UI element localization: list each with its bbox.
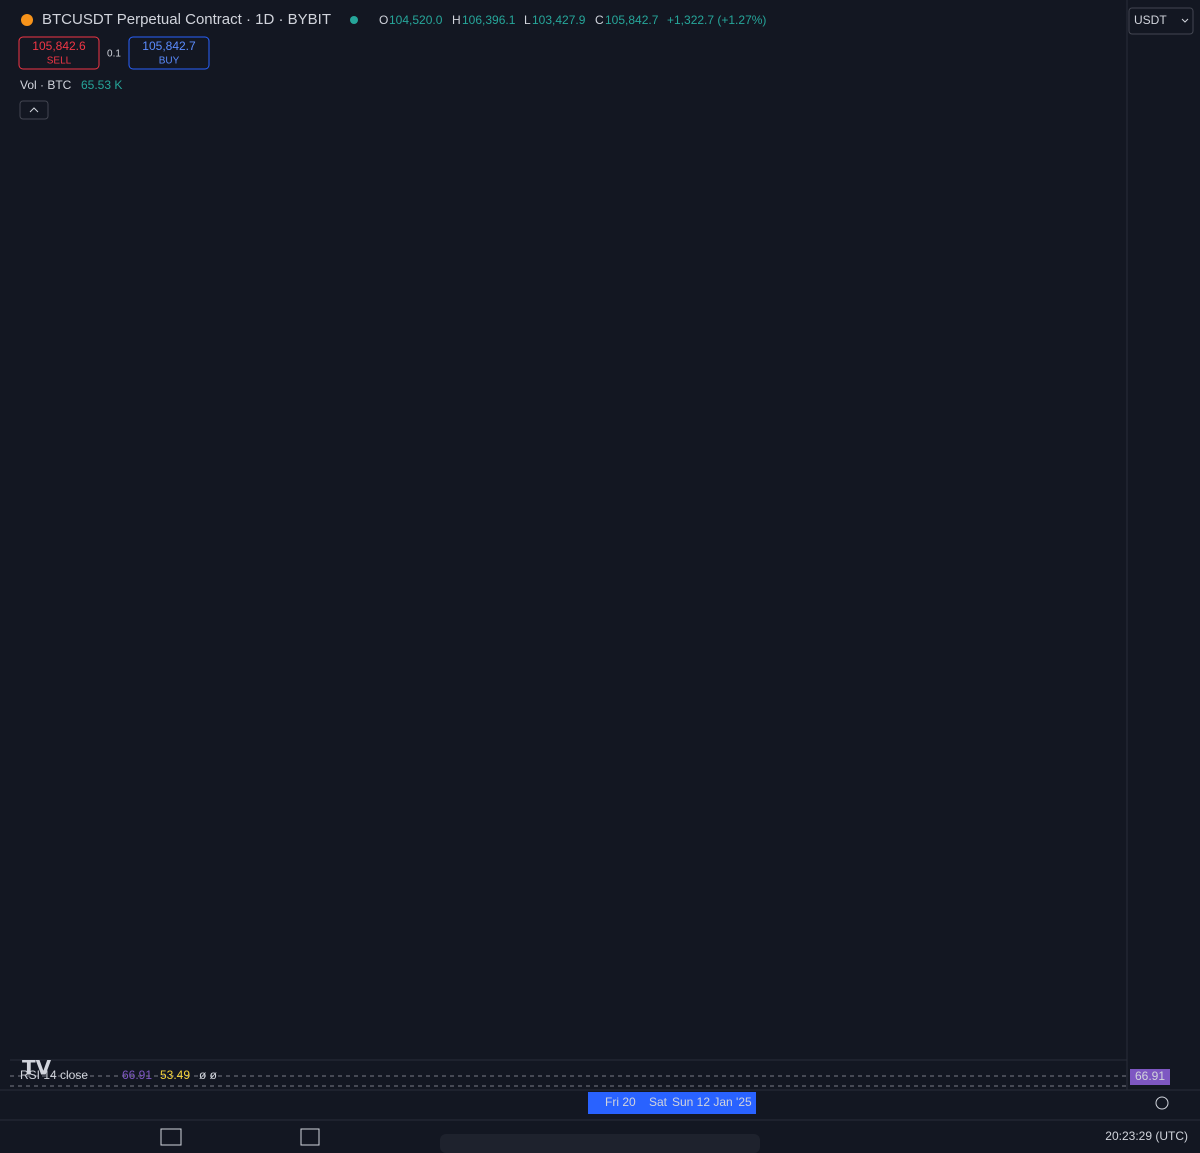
ohlc-label: C <box>595 13 604 27</box>
collapse-button[interactable] <box>19 100 49 120</box>
ohlc-value: 105,842.7 <box>605 13 659 27</box>
compare-icon[interactable] <box>160 1128 182 1146</box>
volume-legend: Vol · BTC <box>20 78 72 92</box>
tv-logo: 𝗧𝗩 <box>22 1057 52 1079</box>
ohlc-value: 103,427.9 <box>532 13 586 27</box>
chevron <box>1181 18 1189 23</box>
ohlc-value: 106,396.1 <box>462 13 516 27</box>
buy-label: BUY <box>159 56 180 67</box>
clock: 20:23:29 (UTC) <box>1105 1129 1188 1143</box>
price-axis <box>1127 0 1200 1090</box>
buy-price: 105,842.7 <box>142 39 196 53</box>
buy-button[interactable] <box>128 36 210 70</box>
rsi-value: ø ø <box>199 1068 218 1082</box>
settings-icon[interactable] <box>1155 1096 1169 1110</box>
rsi-axis-label: 66.91 <box>1135 1069 1165 1083</box>
sell-price: 105,842.6 <box>32 39 86 53</box>
date-range-icon[interactable] <box>300 1128 320 1146</box>
spread: 0.1 <box>107 49 121 60</box>
ohlc-change: +1,322.7 (+1.27%) <box>667 13 766 27</box>
sell-button[interactable] <box>18 36 100 70</box>
rsi-value: 53.49 <box>160 1068 190 1082</box>
rsi-legend: RSI 14 close <box>20 1068 88 1082</box>
drawing-toolbar <box>440 1134 760 1153</box>
chevron <box>29 107 39 113</box>
crosshair-label: Sat <box>649 1095 668 1109</box>
currency: USDT <box>1134 13 1167 27</box>
sell-label: SELL <box>47 56 72 67</box>
crosshair-tag <box>588 1092 756 1114</box>
ohlc-label: L <box>524 13 531 27</box>
currency-button[interactable] <box>1128 7 1194 35</box>
coin-icon <box>21 14 33 26</box>
ohlc-value: 104,520.0 <box>389 13 443 27</box>
crosshair-label: Sun 12 Jan '25 <box>672 1095 752 1109</box>
rsi-value: 66.91 <box>122 1068 152 1082</box>
volume-legend-value: 65.53 K <box>81 78 122 92</box>
symbol-title: BTCUSDT Perpetual Contract · 1D · BYBIT <box>42 11 331 28</box>
crosshair-label: Fri 20 <box>605 1095 636 1109</box>
status-dot <box>350 16 358 24</box>
ohlc-label: H <box>452 13 461 27</box>
ohlc-label: O <box>379 13 388 27</box>
rsi-axis-tag <box>1130 1069 1170 1085</box>
